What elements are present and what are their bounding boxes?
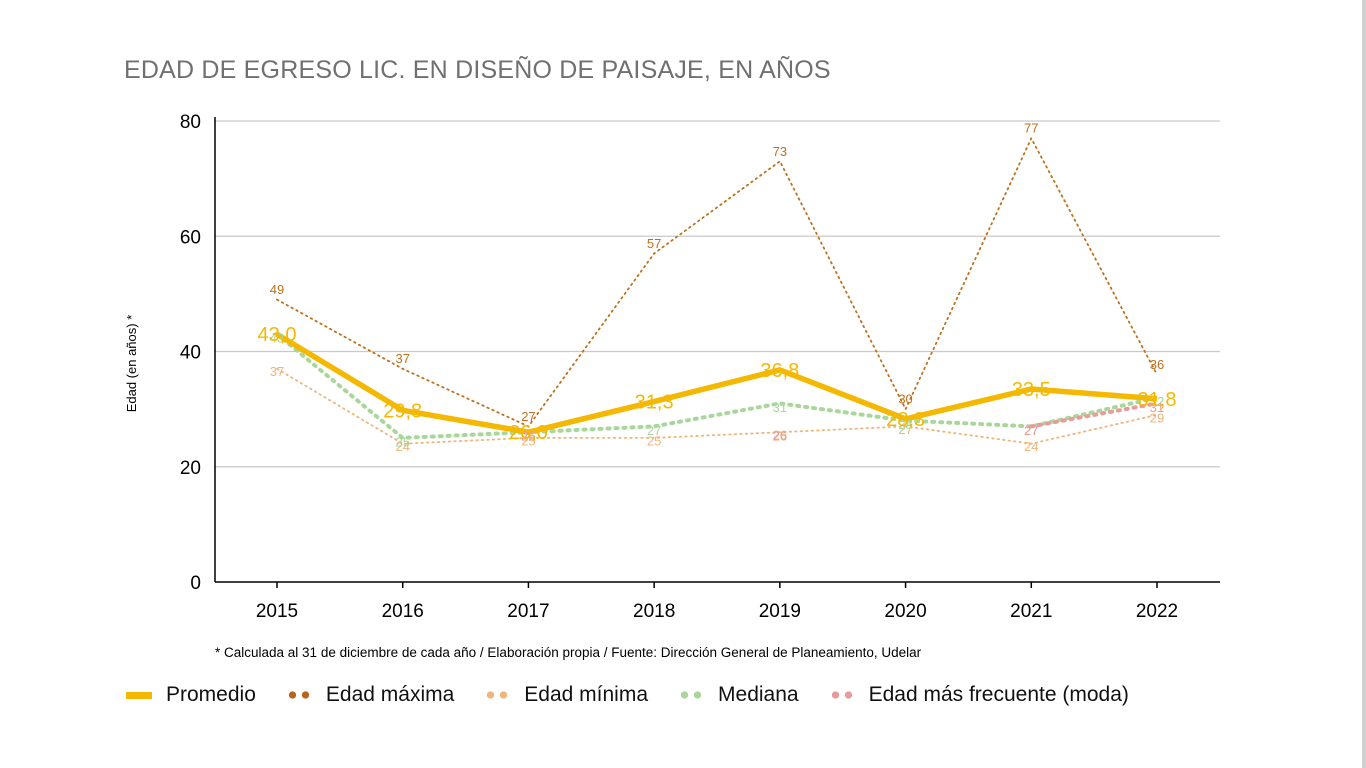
data-label-promedio: 36,8 bbox=[760, 360, 799, 382]
x-tick-label: 2020 bbox=[884, 601, 926, 622]
legend-item-moda: Edad más frecuente (moda) bbox=[828, 683, 1129, 707]
data-label-promedio: 33,5 bbox=[1012, 379, 1051, 401]
x-tick-label: 2015 bbox=[256, 601, 298, 622]
gridlines bbox=[215, 120, 1220, 468]
data-label-mediana: 32 bbox=[1150, 394, 1164, 409]
data-label-mediana: 26 bbox=[521, 429, 535, 444]
legend-label-mediana: Mediana bbox=[718, 683, 799, 706]
data-label-mediana: 27 bbox=[1024, 423, 1038, 438]
y-tick-label: 20 bbox=[180, 458, 201, 479]
series-line-mediana bbox=[275, 332, 1159, 440]
data-label-edad-maxima: 49 bbox=[270, 282, 284, 297]
chart-legend: Promedio Edad máxima Edad mínima Mediana… bbox=[126, 683, 1129, 707]
data-label-mediana: 25 bbox=[395, 434, 409, 449]
data-label-promedio: 29,8 bbox=[383, 400, 422, 422]
data-label-moda: 26 bbox=[773, 429, 787, 444]
right-edge-border bbox=[1362, 0, 1366, 768]
data-label-edad-maxima: 73 bbox=[773, 144, 787, 159]
data-label-promedio: 26,0 bbox=[509, 422, 548, 444]
data-label-edad-maxima: 27 bbox=[521, 409, 535, 424]
data-label-edad-maxima: 57 bbox=[647, 236, 661, 251]
legend-swatch-promedio bbox=[126, 691, 152, 699]
y-axis-label: Edad (en años) * bbox=[124, 315, 139, 413]
series-line-edad-maxima bbox=[276, 137, 1158, 428]
x-tick-label: 2022 bbox=[1136, 601, 1178, 622]
y-tick-label: 0 bbox=[190, 573, 201, 594]
data-label-promedio: 31,8 bbox=[1138, 389, 1177, 411]
data-label-edad-minima: 27 bbox=[898, 422, 912, 437]
data-label-edad-maxima: 36 bbox=[1150, 357, 1164, 372]
series-line-edad-minima bbox=[276, 367, 1158, 445]
y-tick-label: 40 bbox=[180, 343, 201, 364]
data-label-promedio: 31,3 bbox=[635, 392, 674, 414]
x-tick-label: 2016 bbox=[382, 601, 424, 622]
data-label-edad-maxima: 77 bbox=[1024, 121, 1038, 136]
data-label-promedio: 28,3 bbox=[886, 409, 925, 431]
legend-item-mediana: Mediana bbox=[678, 683, 799, 707]
legend-label-edad-maxima: Edad máxima bbox=[325, 683, 455, 706]
data-label-mediana: 27 bbox=[647, 423, 661, 438]
legend-swatch-moda bbox=[828, 691, 855, 699]
data-label-edad-maxima: 37 bbox=[395, 351, 409, 366]
data-label-edad-minima: 24 bbox=[395, 439, 409, 454]
series-line-moda bbox=[1029, 401, 1159, 429]
legend-label-moda: Edad más frecuente (moda) bbox=[868, 683, 1129, 706]
y-axis-ticks: 0 20 40 60 80 bbox=[180, 112, 201, 594]
legend-swatch-edad-maxima bbox=[285, 691, 312, 699]
x-tick-label: 2017 bbox=[507, 601, 549, 622]
legend-swatch-edad-minima bbox=[484, 691, 511, 699]
legend-item-edad-minima: Edad mínima bbox=[484, 683, 648, 707]
x-tick-label: 2018 bbox=[633, 601, 675, 622]
data-label-moda: 27 bbox=[1024, 423, 1038, 438]
x-tick-label: 2019 bbox=[759, 601, 801, 622]
x-tick-label: 2021 bbox=[1010, 601, 1052, 622]
legend-item-edad-maxima: Edad máxima bbox=[285, 683, 455, 707]
data-label-mediana: 31 bbox=[773, 400, 787, 415]
data-label-edad-maxima: 30 bbox=[898, 392, 912, 407]
data-label-edad-minima: 25 bbox=[521, 433, 535, 448]
data-label-edad-minima: 37 bbox=[270, 364, 284, 379]
x-axis-ticks: 2015 2016 2017 2018 2019 2020 2021 2022 bbox=[256, 582, 1178, 622]
data-label-promedio: 43,0 bbox=[258, 324, 297, 346]
data-label-edad-minima: 29 bbox=[1150, 410, 1164, 425]
data-label-edad-minima: 26 bbox=[773, 428, 787, 443]
series-line-promedio bbox=[275, 331, 1158, 435]
data-label-edad-minima: 24 bbox=[1024, 439, 1038, 454]
data-label-edad-minima: 25 bbox=[647, 433, 661, 448]
legend-item-promedio: Promedio bbox=[126, 683, 256, 707]
legend-swatch-mediana bbox=[678, 691, 705, 699]
legend-label-promedio: Promedio bbox=[166, 683, 256, 706]
chart-title: EDAD DE EGRESO LIC. EN DISEÑO DE PAISAJE… bbox=[124, 56, 831, 84]
y-tick-label: 80 bbox=[180, 112, 201, 133]
chart-footnote: * Calculada al 31 de diciembre de cada a… bbox=[215, 645, 922, 660]
y-tick-label: 60 bbox=[180, 227, 201, 248]
data-label-moda: 31 bbox=[1150, 400, 1164, 415]
axes bbox=[214, 117, 1220, 583]
series-lines bbox=[275, 137, 1159, 445]
data-label-mediana: 28 bbox=[898, 417, 912, 432]
data-label-mediana: 43 bbox=[270, 331, 284, 346]
legend-label-edad-minima: Edad mínima bbox=[524, 683, 649, 706]
data-label-moda: 26 bbox=[521, 429, 535, 444]
